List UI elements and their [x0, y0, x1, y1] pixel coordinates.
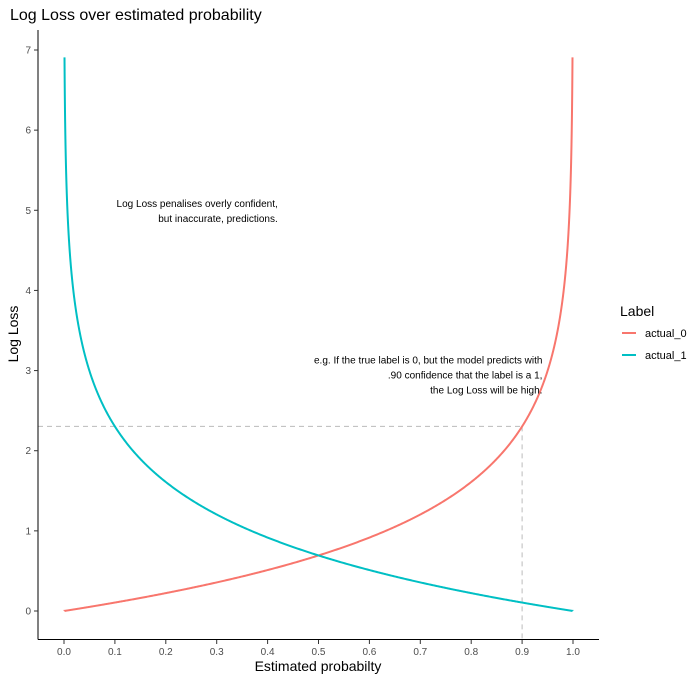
x-tick-label: 0.5 [312, 647, 326, 658]
legend: Label actual_0 actual_1 [620, 303, 687, 362]
x-tick-label: 0.4 [261, 647, 275, 658]
x-ticks: 0.0 0.1 0.2 0.3 0.4 0.5 0.6 0.7 0.8 0.9 1.0 [57, 640, 580, 658]
x-tick-label: 0.3 [210, 647, 224, 658]
legend-title: Label [620, 303, 654, 319]
y-axis-label: Log Loss [5, 306, 21, 363]
y-tick-label: 2 [25, 446, 31, 457]
x-tick-label: 0.0 [57, 647, 71, 658]
annotation-1-line: .90 confidence that the label is a 1, [388, 371, 543, 382]
series-lines [63, 57, 574, 612]
series-line-actual_0 [63, 57, 574, 612]
y-tick-label: 3 [25, 366, 31, 377]
y-tick-label: 6 [25, 126, 31, 137]
annotation-0-line: but inaccurate, predictions. [158, 214, 278, 225]
legend-label-actual_1: actual_1 [645, 350, 687, 362]
x-tick-label: 0.1 [108, 647, 122, 658]
y-tick-label: 1 [25, 526, 31, 537]
x-tick-label: 0.2 [159, 647, 173, 658]
annotation-0-line: Log Loss penalises overly confident, [117, 199, 278, 210]
x-tick-label: 0.7 [413, 647, 427, 658]
x-axis-label: Estimated probabilty [255, 658, 382, 674]
chart-title: Log Loss over estimated probability [10, 7, 262, 24]
y-tick-label: 5 [25, 206, 31, 217]
annotation-1-line: the Log Loss will be high. [430, 386, 542, 397]
y-tick-label: 7 [25, 46, 31, 57]
y-ticks: 0 1 2 3 4 5 6 7 [25, 46, 38, 618]
x-tick-label: 0.9 [515, 647, 529, 658]
x-tick-label: 0.6 [362, 647, 376, 658]
x-tick-label: 1.0 [566, 647, 580, 658]
legend-label-actual_0: actual_0 [645, 328, 687, 340]
annotations: Log Loss penalises overly confident, but … [117, 199, 543, 397]
annotation-1-line: e.g. If the true label is 0, but the mod… [314, 356, 542, 367]
y-tick-label: 0 [25, 607, 31, 618]
x-tick-label: 0.8 [464, 647, 478, 658]
y-tick-label: 4 [25, 286, 31, 297]
series-line-actual_1 [63, 57, 574, 612]
reference-lines [38, 425, 523, 639]
